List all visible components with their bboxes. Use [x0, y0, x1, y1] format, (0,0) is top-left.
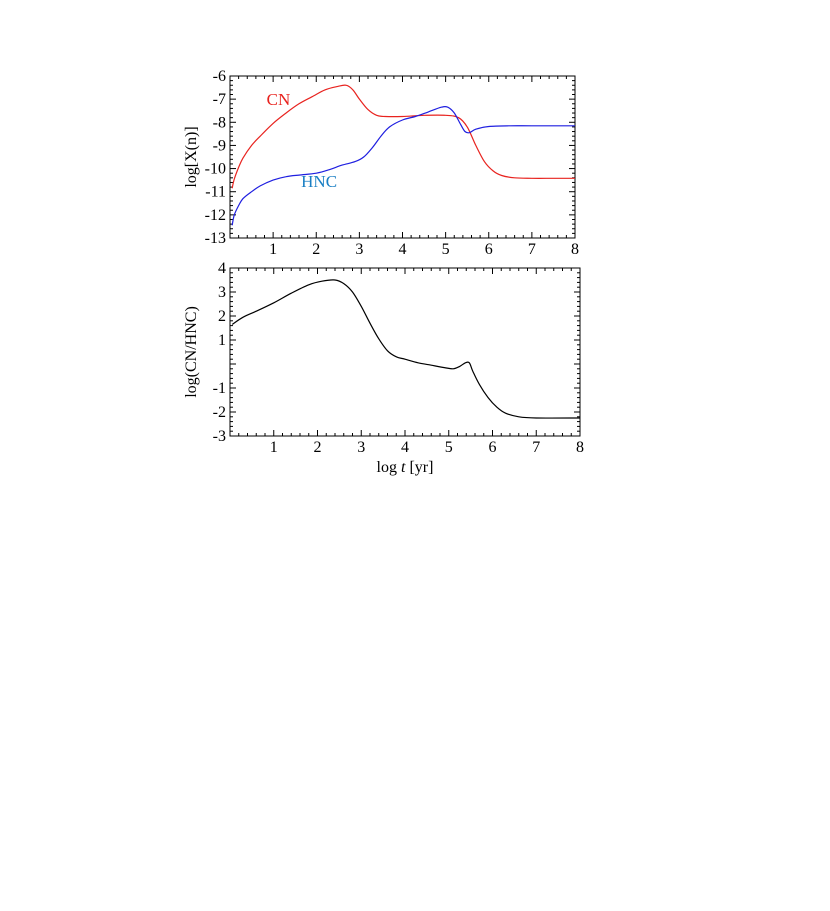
series-line-ratio [231, 279, 581, 419]
x-tick-label: 3 [355, 241, 363, 258]
y-tick-label: -11 [205, 184, 226, 201]
x-tick-label: 8 [576, 439, 584, 456]
x-tick-label: 2 [312, 241, 320, 258]
ticks-top [229, 75, 576, 239]
y-tick-label: -13 [205, 230, 226, 247]
series-bottom [231, 279, 581, 419]
x-tick-label: 4 [399, 241, 407, 258]
x-tick-label: 7 [528, 241, 536, 258]
tick-labels-top: 1 2 3 4 5 6 7 8 -6 -7 -8 -9 -10 -11 -12 -13 [205, 68, 579, 258]
annotation-hnc: HNC [301, 172, 337, 191]
tick-labels-bottom: 1 2 3 4 5 6 7 8 4 3 2 1 -1 -2 -3 [213, 260, 584, 456]
x-tick-label: 6 [485, 241, 493, 258]
x-tick-label: 2 [314, 439, 322, 456]
x-axis-label: log t [yr] [377, 459, 434, 476]
y-tick-label: 2 [218, 308, 226, 325]
ticks-bottom [229, 267, 581, 437]
y-tick-label: -10 [205, 161, 226, 178]
y-axis-label-bottom: log(CN/HNC) [183, 306, 200, 398]
y-tick-label: 3 [218, 284, 226, 301]
annotation-cn: CN [267, 90, 291, 109]
panel-abundance: 1 2 3 4 5 6 7 8 -6 -7 -8 -9 -10 -11 -12 -13 CN HNC log[… [183, 68, 579, 258]
y-tick-label: -2 [213, 404, 226, 421]
x-tick-label: 5 [442, 241, 450, 258]
plot-frame-bottom [229, 267, 581, 437]
x-tick-label: 1 [270, 439, 278, 456]
x-tick-label: 3 [357, 439, 365, 456]
x-tick-label: 1 [269, 241, 277, 258]
y-tick-label: 4 [218, 260, 226, 277]
y-axis-label-top: log[X(n)] [183, 126, 200, 187]
panel-ratio: 1 2 3 4 5 6 7 8 4 3 2 1 -1 -2 -3 log(CN/HNC) log t [yr… [183, 260, 584, 476]
y-tick-label: -1 [213, 380, 226, 397]
x-tick-label: 7 [532, 439, 540, 456]
x-tick-label: 4 [401, 439, 409, 456]
x-tick-label: 6 [489, 439, 497, 456]
y-tick-label: -12 [205, 207, 226, 224]
y-tick-label: -6 [213, 68, 226, 85]
y-tick-label: -3 [213, 428, 226, 445]
y-tick-label: -8 [213, 114, 226, 131]
series-line-hnc [231, 106, 575, 226]
y-tick-label: -9 [213, 137, 226, 154]
y-tick-label: 1 [218, 332, 226, 349]
x-tick-label: 8 [571, 241, 579, 258]
series-top [231, 84, 575, 226]
series-line-cn [231, 84, 575, 189]
x-tick-label: 5 [445, 439, 453, 456]
y-tick-label: -7 [213, 91, 226, 108]
